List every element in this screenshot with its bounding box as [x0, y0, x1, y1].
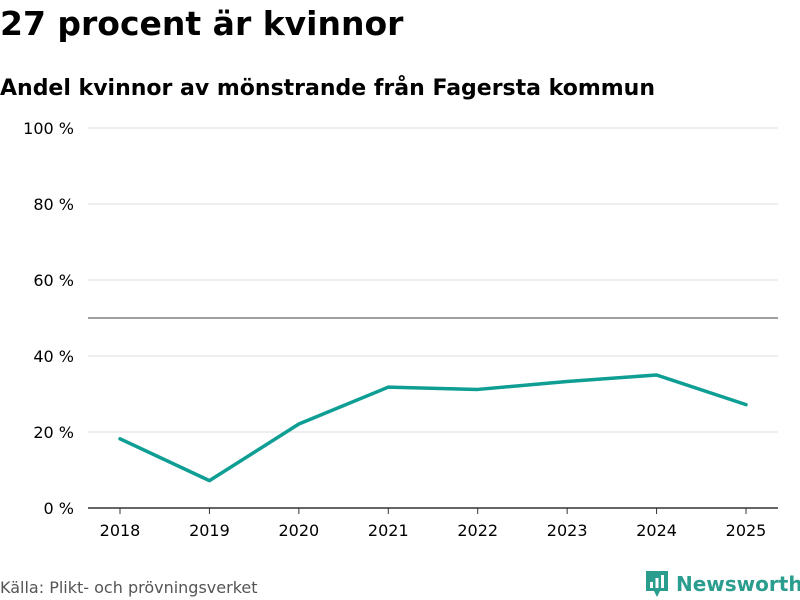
- gridlines: [88, 127, 778, 433]
- x-tick-label: 2025: [726, 521, 767, 540]
- source-note: Källa: Plikt- och prövningsverket: [0, 578, 258, 597]
- data-point: [476, 387, 480, 391]
- data-point: [297, 422, 301, 426]
- x-tick-label: 2024: [636, 521, 677, 540]
- chart-title: 27 procent är kvinnor: [0, 4, 404, 43]
- brand-logo: Newsworthy: [644, 568, 800, 600]
- x-tick-label: 2019: [189, 521, 230, 540]
- series-line-0: [118, 373, 748, 483]
- x-tick-label: 2023: [547, 521, 588, 540]
- x-tick-label: 2018: [100, 521, 141, 540]
- data-point: [565, 379, 569, 383]
- y-tick-label: 0 %: [44, 499, 74, 518]
- chart-subtitle: Andel kvinnor av mönstrande från Fagerst…: [0, 76, 655, 101]
- y-tick-label: 100 %: [23, 119, 74, 138]
- y-axis-tick-labels: 0 % 20 % 40 % 60 % 80 % 100 %: [23, 119, 74, 518]
- y-tick-label: 20 %: [33, 423, 74, 442]
- x-axis: 2018 2019 2020 2021 2022 2023 2024 2025: [88, 507, 778, 540]
- series-layer: [118, 373, 748, 483]
- x-tick-label: 2022: [457, 521, 498, 540]
- brand-name: Newsworthy: [676, 572, 800, 596]
- data-point: [744, 403, 748, 407]
- newsworthy-logo-icon: [646, 571, 668, 597]
- data-point: [655, 373, 659, 377]
- x-tick-label: 2021: [368, 521, 409, 540]
- data-point: [118, 437, 122, 441]
- data-point: [207, 479, 211, 483]
- y-tick-label: 60 %: [33, 271, 74, 290]
- x-tick-label: 2020: [278, 521, 319, 540]
- y-tick-label: 40 %: [33, 347, 74, 366]
- y-tick-label: 80 %: [33, 195, 74, 214]
- data-point: [386, 385, 390, 389]
